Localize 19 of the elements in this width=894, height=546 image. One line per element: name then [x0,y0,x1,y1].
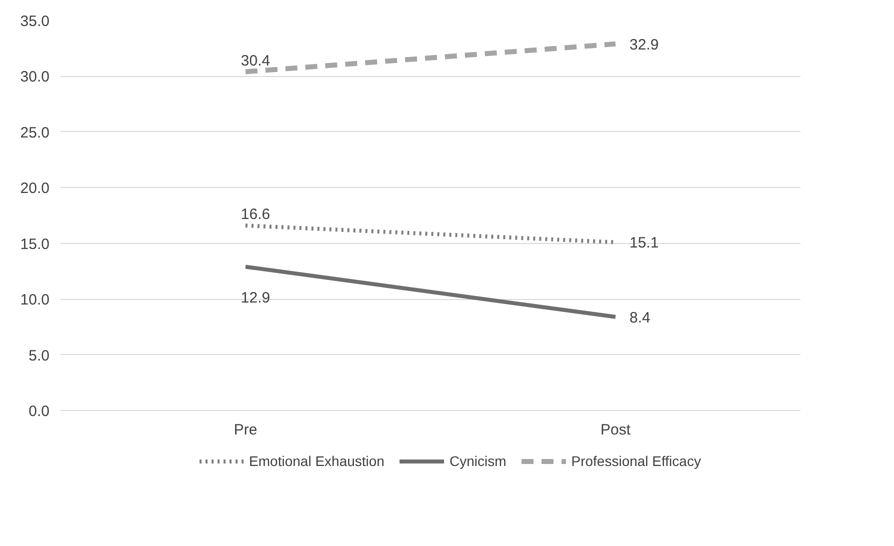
y-tick-label: 15.0 [20,236,50,253]
y-tick-label: 35.0 [20,13,50,30]
data-label: 32.9 [630,36,659,54]
y-tick-label: 5.0 [28,347,50,364]
data-label: 15.1 [630,234,659,252]
y-tick-label: 30.0 [20,68,50,86]
legend-label: Professional Efficacy [571,453,701,469]
data-label: 16.6 [240,206,270,224]
data-label: 12.9 [240,289,270,306]
y-tick-label: 0.0 [28,403,50,420]
data-label: 30.4 [240,52,270,70]
x-tick-label: Pre [234,422,258,438]
y-tick-label: 20.0 [20,180,50,198]
y-tick-label: 25.0 [20,124,50,142]
legend-label: Emotional Exhaustion [249,453,384,469]
legend-label: Cynicism [449,453,506,469]
x-tick-label: Post [600,422,632,438]
data-label: 8.4 [630,309,650,326]
y-tick-label: 10.0 [20,292,50,309]
